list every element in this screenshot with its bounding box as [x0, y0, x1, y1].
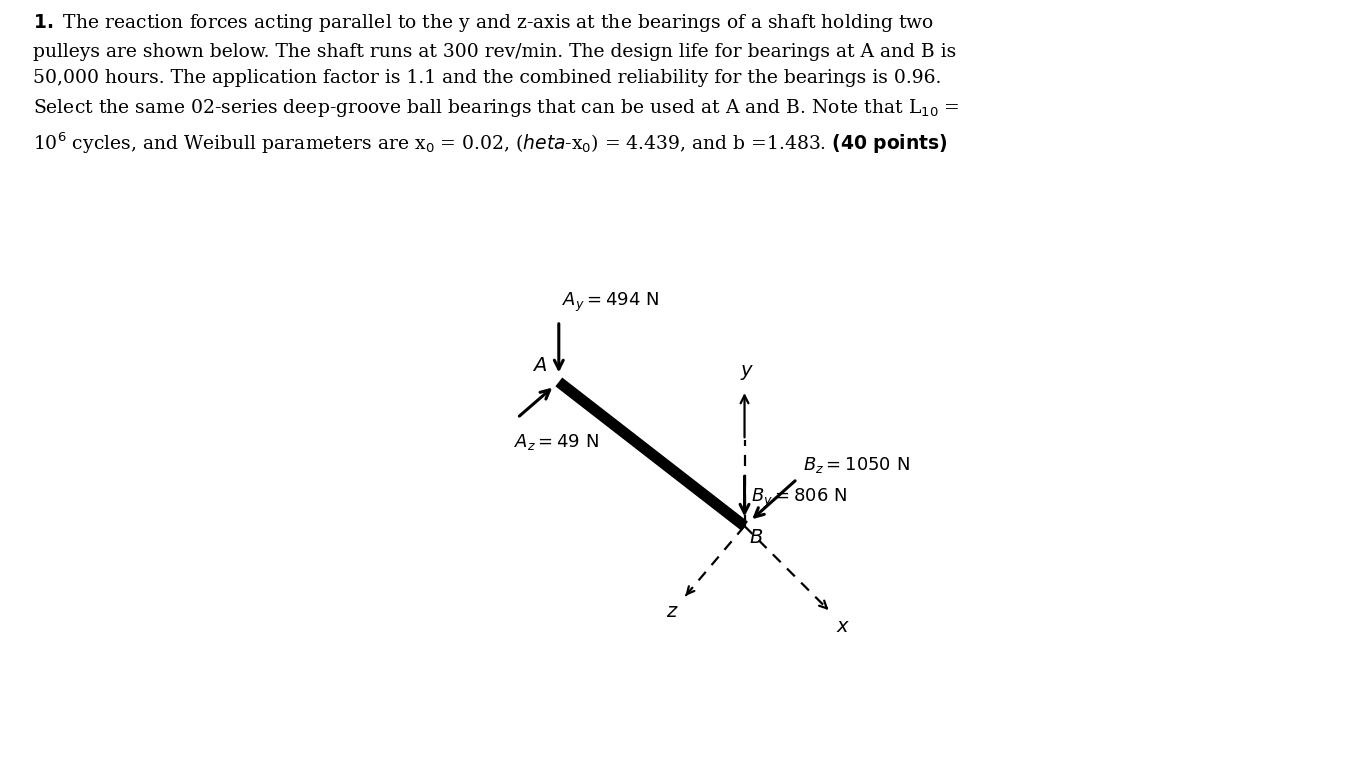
Text: $A_y = 494\ \mathrm{N}$: $A_y = 494\ \mathrm{N}$: [561, 291, 659, 314]
Text: $B_z = 1050\ \mathrm{N}$: $B_z = 1050\ \mathrm{N}$: [803, 454, 910, 474]
Text: $\mathbf{1.}$ The reaction forces acting parallel to the y and z-axis at the bea: $\mathbf{1.}$ The reaction forces acting…: [34, 12, 960, 156]
Text: $A$: $A$: [532, 357, 546, 375]
Text: $B_y = 806\ \mathrm{N}$: $B_y = 806\ \mathrm{N}$: [751, 487, 848, 510]
Text: $z$: $z$: [666, 603, 679, 621]
Text: $x$: $x$: [837, 618, 850, 635]
Text: $B$: $B$: [749, 529, 763, 547]
Text: $A_z = 49\ \mathrm{N}$: $A_z = 49\ \mathrm{N}$: [514, 432, 599, 452]
Text: $y$: $y$: [739, 363, 754, 382]
